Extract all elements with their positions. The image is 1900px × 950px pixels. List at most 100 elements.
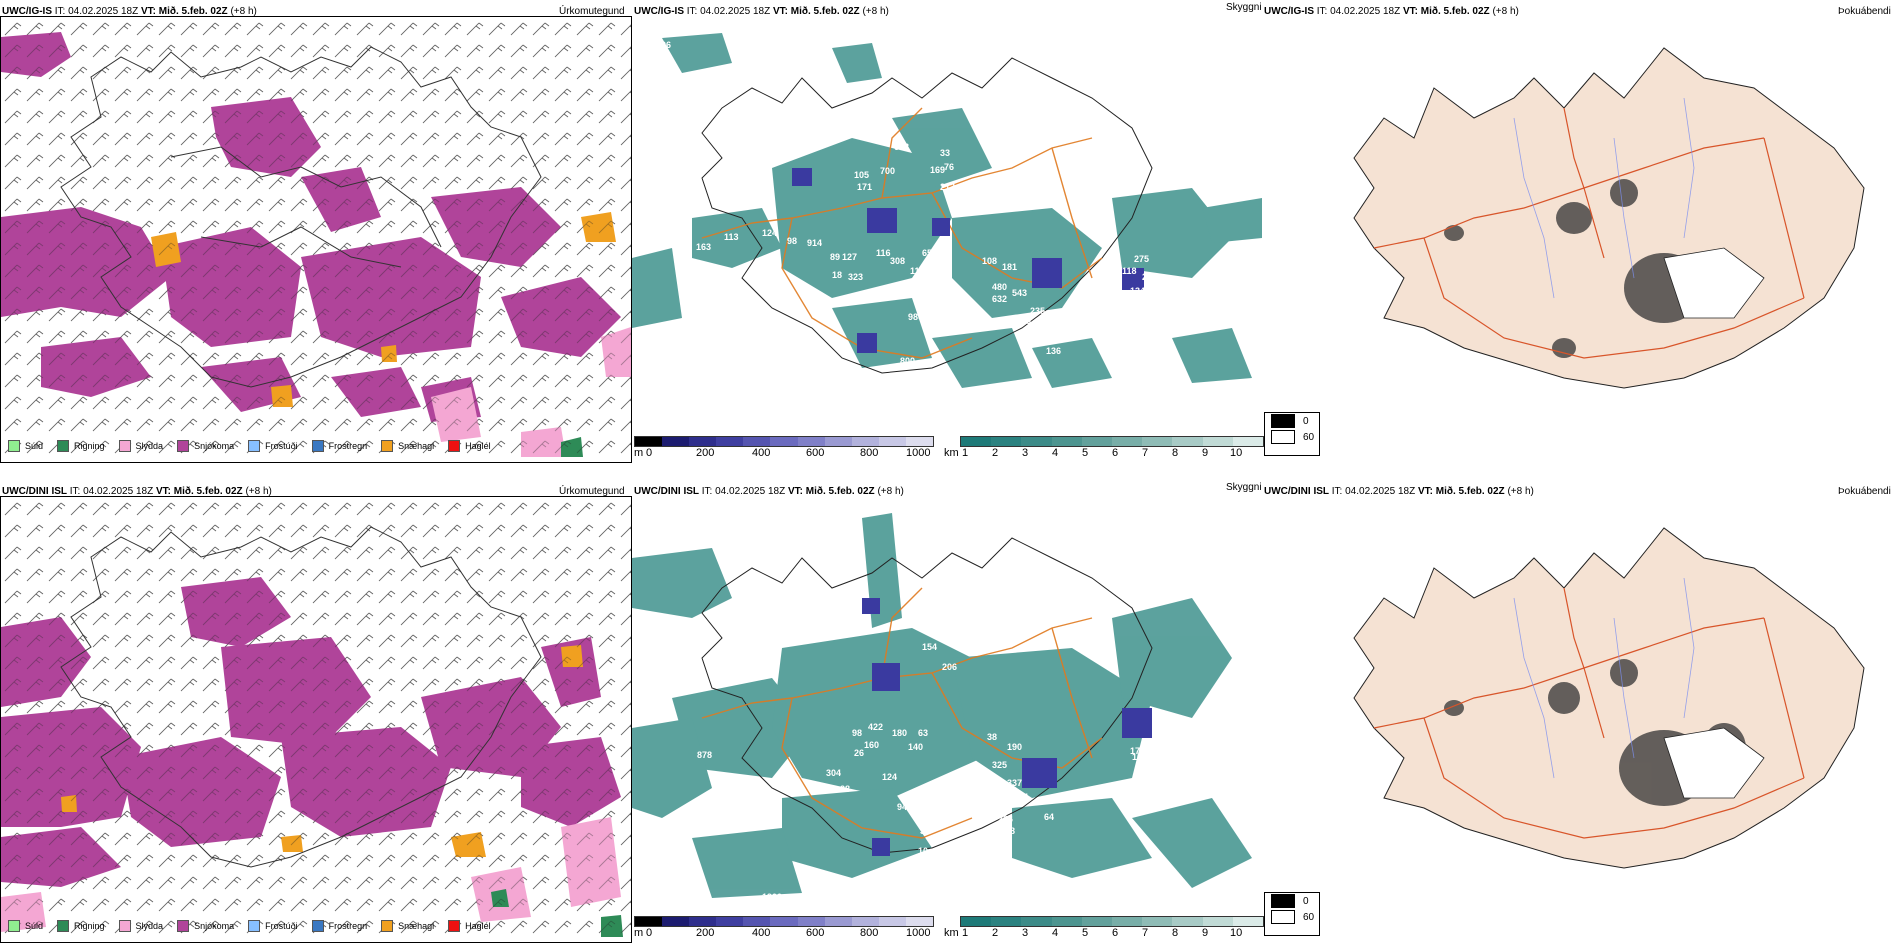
- visibility-value-label: 127: [842, 252, 857, 262]
- height-tick: 800: [860, 927, 879, 939]
- visibility-value-label: 323: [848, 272, 863, 282]
- visibility-value-label: 235: [1030, 306, 1045, 316]
- fog-indicator-title: Þokuábendi: [1838, 6, 1891, 17]
- visibility-value-label: 162: [1050, 323, 1065, 333]
- visibility-value-label: 26: [854, 748, 864, 758]
- visibility-value-label: 181: [1002, 262, 1017, 272]
- swatch: [448, 440, 461, 452]
- legend-item-hail: Haglél: [448, 440, 491, 452]
- visibility-value-label: 134: [1130, 286, 1145, 296]
- visibility-value-label: 1000: [1132, 752, 1152, 762]
- height-tick: 200: [696, 447, 715, 459]
- visibility-scale-bar: [960, 916, 1264, 927]
- swatch: [1271, 414, 1295, 428]
- height-unit: m: [634, 927, 644, 939]
- visibility-value-label: 58: [920, 866, 930, 876]
- legend-item-drizzle: Súld: [8, 440, 43, 452]
- visibility-value-label: 163: [696, 242, 711, 252]
- visibility-value-label: 204: [998, 814, 1013, 824]
- visibility-value-label: 32: [920, 826, 930, 836]
- vis-tick: 10: [1230, 447, 1243, 459]
- low-vis-areas: [632, 33, 1262, 388]
- swatch: [1271, 430, 1295, 444]
- legend-item-snow-pellets: Snæhagl: [381, 920, 434, 932]
- height-tick: 1000: [906, 927, 931, 939]
- fog-legend-item-60: 60: [1265, 909, 1319, 925]
- vis-tick: 2: [992, 927, 999, 939]
- visibility-value-label: 99: [922, 382, 932, 392]
- visibility-map: 996 952 663 700 105 171 213 169 76 33 163 113 124 98 9…: [632, 18, 1262, 433]
- swatch: [248, 920, 261, 932]
- fog-indicator-map-svg: [1353, 47, 1865, 389]
- visibility-value-label: 63: [918, 728, 928, 738]
- visibility-value-label: 663: [894, 142, 909, 152]
- visibility-scale: km 1 2 3 4 5 6 7 8 9 10: [944, 436, 1264, 462]
- visibility-value-label: 154: [922, 642, 937, 652]
- visibility-value-label: 3: [962, 296, 967, 306]
- visibility-value-label: 190: [1007, 742, 1022, 752]
- visibility-value-label: 76: [944, 162, 954, 172]
- visibility-value-label: 140: [908, 742, 923, 752]
- fog-glacier: [1663, 247, 1765, 319]
- legend-item-freezing-rain: Frostregn: [311, 920, 367, 932]
- visibility-value-label: 308: [890, 256, 905, 266]
- fog-legend-box: 0 60: [1264, 412, 1320, 456]
- swatch: [8, 440, 20, 452]
- height-scale: m 0 200 400 600 800 1000: [634, 436, 934, 462]
- swatch: [177, 440, 190, 452]
- swatch: [8, 920, 20, 932]
- swatch: [448, 920, 461, 932]
- visibility-value-label: 325: [992, 760, 1007, 770]
- vis-tick: 7: [1142, 927, 1149, 939]
- visibility-value-label: 28: [840, 784, 850, 794]
- fog-indicator-map-svg: [1353, 527, 1865, 869]
- visibility-value-label: 12: [1138, 762, 1148, 772]
- visibility-value-label: 90: [894, 376, 904, 386]
- visibility-value-label: 175: [1130, 746, 1145, 756]
- height-tick: 200: [696, 927, 715, 939]
- swatch: [1271, 910, 1295, 924]
- visibility-value-label: 191: [1014, 792, 1029, 802]
- fog-indicator-header: UWC/DINI ISL IT: 04.02.2025 18Z VT: Mið.…: [1264, 486, 1534, 497]
- height-unit: m: [634, 447, 644, 459]
- visibility-value-label: 980: [908, 312, 923, 322]
- precip-type-title: Úrkomutegund: [559, 486, 625, 497]
- visibility-value-label: 632: [992, 294, 1007, 304]
- swatch: [311, 440, 324, 452]
- visibility-value-label: 22: [990, 792, 1000, 802]
- height-tick: 800: [860, 447, 879, 459]
- height-tick: 0: [646, 927, 653, 939]
- height-patches: [862, 598, 1152, 856]
- legend-item-sleet: Slydda: [118, 440, 163, 452]
- height-tick: 600: [806, 447, 825, 459]
- visibility-value-label: 934: [936, 612, 951, 622]
- swatch: [57, 920, 70, 932]
- legend-item-rain: Rigning: [57, 440, 105, 452]
- top-row: UWC/IG-IS IT: 04.02.2025 18Z VT: Mið. 5.…: [0, 0, 1900, 470]
- legend-item-rain: Rigning: [57, 920, 105, 932]
- vis-tick: 6: [1112, 447, 1119, 459]
- fog-legend-item-0: 0: [1265, 413, 1319, 429]
- vis-tick: 5: [1082, 447, 1089, 459]
- vis-tick: 8: [1172, 927, 1179, 939]
- visibility-value-label: 422: [868, 722, 883, 732]
- visibility-value-label: 180: [892, 728, 907, 738]
- visibility-value-label: 383: [1016, 316, 1031, 326]
- visibility-value-label: 113: [724, 232, 739, 242]
- swatch: [57, 440, 70, 452]
- visibility-value-label: 238: [1142, 272, 1157, 282]
- swatch: [381, 440, 394, 452]
- swatch: [311, 920, 324, 932]
- visibility-scale-ticks: km 1 2 3 4 5 6 7 8 9 10: [944, 927, 1264, 941]
- precip-type-map-svg: [1, 17, 631, 462]
- visibility-value-label: 996: [656, 40, 671, 50]
- precip-type-map: [0, 496, 632, 943]
- fog-indicator-header: UWC/IG-IS IT: 04.02.2025 18Z VT: Mið. 5.…: [1264, 6, 1519, 17]
- visibility-value-label: 89: [830, 252, 840, 262]
- height-scale: m 0 200 400 600 800 1000: [634, 916, 934, 942]
- vis-tick: 8: [1172, 447, 1179, 459]
